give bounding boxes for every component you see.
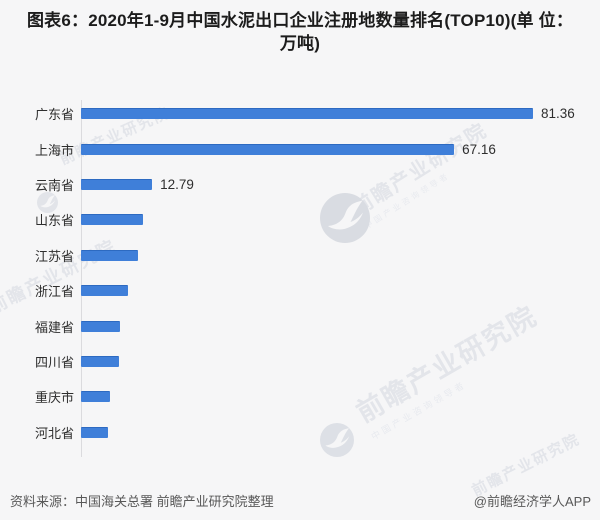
category-label: 浙江省: [34, 284, 74, 300]
category-label: 福建省: [34, 319, 74, 335]
bar: [81, 178, 153, 190]
bar: [81, 214, 144, 226]
chart-row: 上海市 67.16: [0, 131, 600, 166]
bar-chart: 广东省 81.36 上海市 67.16 云南省 12.79 山东省江苏省浙江省福建省四川省重…: [0, 96, 600, 450]
chart-row: 四川省: [0, 344, 600, 379]
chart-title-line2: 万吨): [279, 34, 321, 53]
bar: [81, 108, 533, 120]
bar: [81, 320, 121, 332]
category-label: 河北省: [34, 425, 74, 441]
category-label: 四川省: [34, 354, 74, 370]
bar: [81, 391, 111, 403]
chart-row: 江苏省: [0, 238, 600, 273]
credit-note: @前瞻经济学人APP: [473, 494, 591, 509]
value-label: 81.36: [541, 106, 575, 122]
chart-row: 重庆市: [0, 379, 600, 414]
chart-row: 福建省: [0, 308, 600, 343]
source-note: 资料来源：中国海关总署 前瞻产业研究院整理: [10, 494, 274, 509]
category-label: 云南省: [34, 177, 74, 193]
chart-row: 云南省 12.79: [0, 167, 600, 202]
y-axis-line: [81, 100, 82, 457]
value-label: 67.16: [462, 141, 496, 157]
chart-row: 浙江省: [0, 273, 600, 308]
category-label: 江苏省: [34, 248, 74, 264]
bar: [81, 355, 120, 367]
bar: [81, 249, 138, 261]
bar: [81, 285, 129, 297]
bar: [81, 143, 455, 155]
bar: [81, 426, 109, 438]
category-label: 山东省: [34, 213, 74, 229]
chart-title-line1: 图表6：2020年1-9月中国水泥出口企业注册地数量排名(TOP10)(单 位：: [26, 11, 574, 30]
chart-row: 广东省 81.36: [0, 96, 600, 131]
category-label: 重庆市: [34, 390, 74, 406]
chart-footer: 资料来源：中国海关总署 前瞻产业研究院整理 @前瞻经济学人APP: [10, 491, 591, 510]
chart-row: 河北省: [0, 415, 600, 450]
chart-row: 山东省: [0, 202, 600, 237]
category-label: 广东省: [34, 107, 74, 123]
chart-title: 图表6：2020年1-9月中国水泥出口企业注册地数量排名(TOP10)(单 位：…: [14, 9, 586, 55]
category-label: 上海市: [34, 142, 74, 158]
value-label: 12.79: [160, 176, 194, 192]
